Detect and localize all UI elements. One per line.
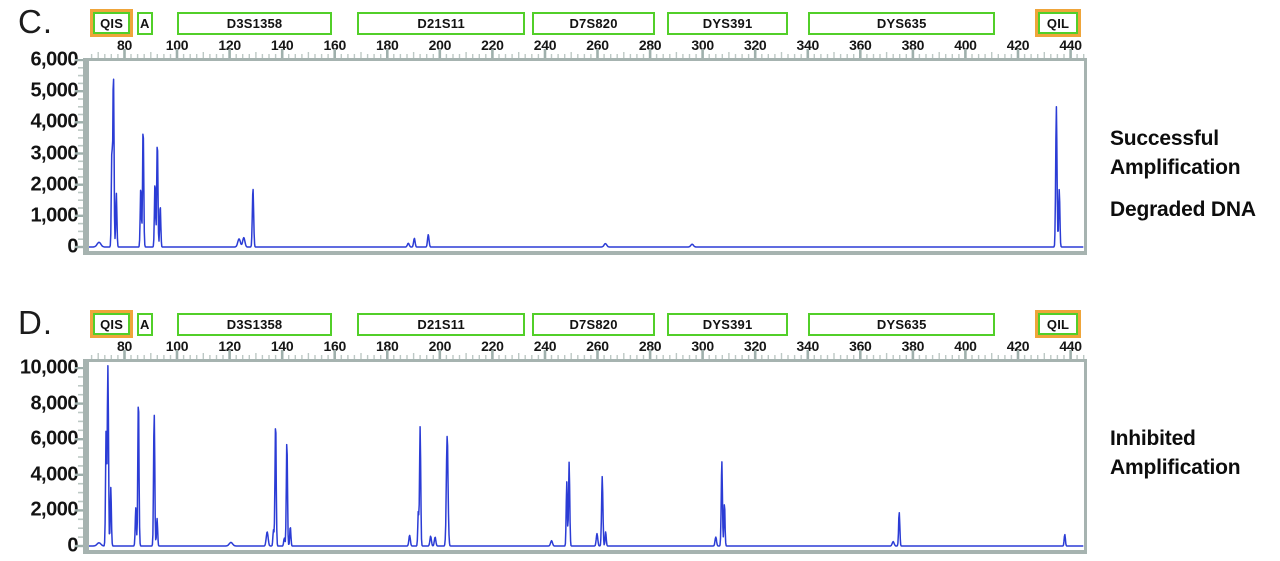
caption-line: Amplification — [1110, 156, 1241, 179]
x-tick-label: 400 — [954, 338, 977, 354]
x-tick-label: 320 — [743, 338, 767, 354]
x-tick-label: 140 — [270, 338, 294, 354]
panel-d-letter: D. — [18, 304, 53, 341]
x-tick-label: 120 — [218, 37, 241, 53]
y-tick-label: 10,000 — [19, 356, 79, 379]
caption-block: Degraded DNA — [1110, 195, 1280, 224]
x-tick-label: 200 — [428, 338, 452, 354]
marker-box-d21s11: D21S11 — [357, 313, 525, 336]
y-axis-ticks — [75, 367, 83, 548]
x-tick-label: 420 — [1006, 37, 1030, 53]
x-axis-ruler — [90, 49, 1085, 58]
x-tick-label: 440 — [1059, 338, 1082, 354]
marker-box-d7s820: D7S820 — [532, 12, 655, 35]
x-tick-label: 240 — [533, 338, 557, 354]
panel-d-caption: Inhibited Amplification — [1110, 424, 1280, 495]
marker-box-qis: QIS — [90, 310, 133, 338]
x-tick-label: 280 — [638, 338, 662, 354]
y-tick-label: 3,000 — [30, 142, 78, 164]
electropherogram-trace — [89, 364, 1084, 547]
marker-box-dys635: DYS635 — [808, 12, 996, 35]
marker-box-d7s820: D7S820 — [532, 313, 655, 336]
x-tick-label: 420 — [1006, 338, 1030, 354]
x-tick-label: 360 — [849, 338, 872, 354]
marker-box-dys391: DYS391 — [667, 313, 788, 336]
electropherogram-trace — [89, 78, 1084, 248]
x-tick-label: 340 — [796, 37, 820, 53]
y-tick-label: 0 — [67, 534, 78, 557]
x-tick-label: 200 — [428, 37, 452, 53]
plot-border-top — [88, 359, 1085, 362]
y-tick-label: 4,000 — [30, 110, 78, 133]
marker-box-d3s1358: D3S1358 — [177, 313, 332, 336]
x-tick-label: 440 — [1059, 37, 1082, 53]
marker-box-qis: QIS — [90, 9, 133, 37]
x-tick-label: 400 — [954, 37, 977, 53]
x-tick-label: 100 — [165, 338, 189, 354]
x-tick-label: 220 — [481, 37, 504, 53]
y-tick-label: 2,000 — [30, 173, 78, 196]
y-tick-label: 0 — [67, 235, 78, 258]
x-tick-label: 160 — [323, 37, 346, 53]
y-tick-label: 6,000 — [30, 427, 78, 450]
plot-border-top — [88, 58, 1085, 61]
y-tick-label: 1,000 — [30, 204, 78, 227]
y-tick-label: 2,000 — [30, 498, 78, 521]
x-tick-label: 260 — [586, 37, 609, 53]
x-tick-label: 320 — [743, 37, 767, 53]
x-tick-label: 240 — [533, 37, 557, 53]
caption-line: Inhibited — [1110, 427, 1196, 450]
x-tick-label: 380 — [901, 338, 925, 354]
x-tick-label: 120 — [218, 338, 241, 354]
marker-box-a: A — [136, 12, 154, 35]
y-tick-label: 8,000 — [30, 392, 78, 415]
y-tick-label: 4,000 — [30, 463, 78, 486]
caption-line: Amplification — [1110, 456, 1241, 479]
plot-border-bottom — [88, 550, 1085, 554]
panel-c-letter: C. — [18, 3, 53, 40]
x-tick-label: 360 — [849, 37, 872, 53]
x-tick-label: 100 — [165, 37, 189, 53]
marker-box-qil: QIL — [1034, 9, 1082, 37]
marker-box-dys635: DYS635 — [808, 313, 996, 336]
plot-border-right — [1083, 359, 1088, 554]
x-tick-label: 180 — [376, 37, 399, 53]
y-tick-label: 5,000 — [30, 79, 78, 102]
x-tick-label: 340 — [796, 338, 820, 354]
caption-line: Successful — [1110, 127, 1219, 150]
plot-border-left — [83, 359, 89, 554]
panel-c-caption: Successful Amplification Degraded DNA — [1110, 124, 1280, 237]
x-tick-label: 300 — [691, 37, 714, 53]
caption-block: Successful Amplification — [1110, 124, 1280, 182]
x-tick-label: 220 — [481, 338, 504, 354]
x-tick-label: 180 — [376, 338, 399, 354]
caption-line: Degraded DNA — [1110, 198, 1256, 221]
x-tick-label: 280 — [638, 37, 662, 53]
plot-border-right — [1083, 58, 1088, 255]
x-tick-label: 140 — [270, 37, 294, 53]
x-tick-label: 160 — [323, 338, 346, 354]
x-tick-label: 260 — [586, 338, 609, 354]
y-axis-ticks — [75, 59, 83, 249]
plot-border-bottom — [88, 251, 1085, 255]
x-tick-label: 380 — [901, 37, 925, 53]
y-tick-label: 6,000 — [30, 48, 78, 71]
marker-box-dys391: DYS391 — [667, 12, 788, 35]
x-tick-label: 80 — [116, 37, 132, 53]
plot-border-left — [83, 58, 89, 255]
marker-box-d3s1358: D3S1358 — [177, 12, 332, 35]
x-tick-label: 300 — [691, 338, 714, 354]
x-axis-ruler — [90, 350, 1085, 359]
caption-block: Inhibited Amplification — [1110, 424, 1280, 482]
marker-box-d21s11: D21S11 — [357, 12, 525, 35]
marker-box-a: A — [136, 313, 154, 336]
marker-box-qil: QIL — [1034, 310, 1082, 338]
x-tick-label: 80 — [116, 338, 132, 354]
